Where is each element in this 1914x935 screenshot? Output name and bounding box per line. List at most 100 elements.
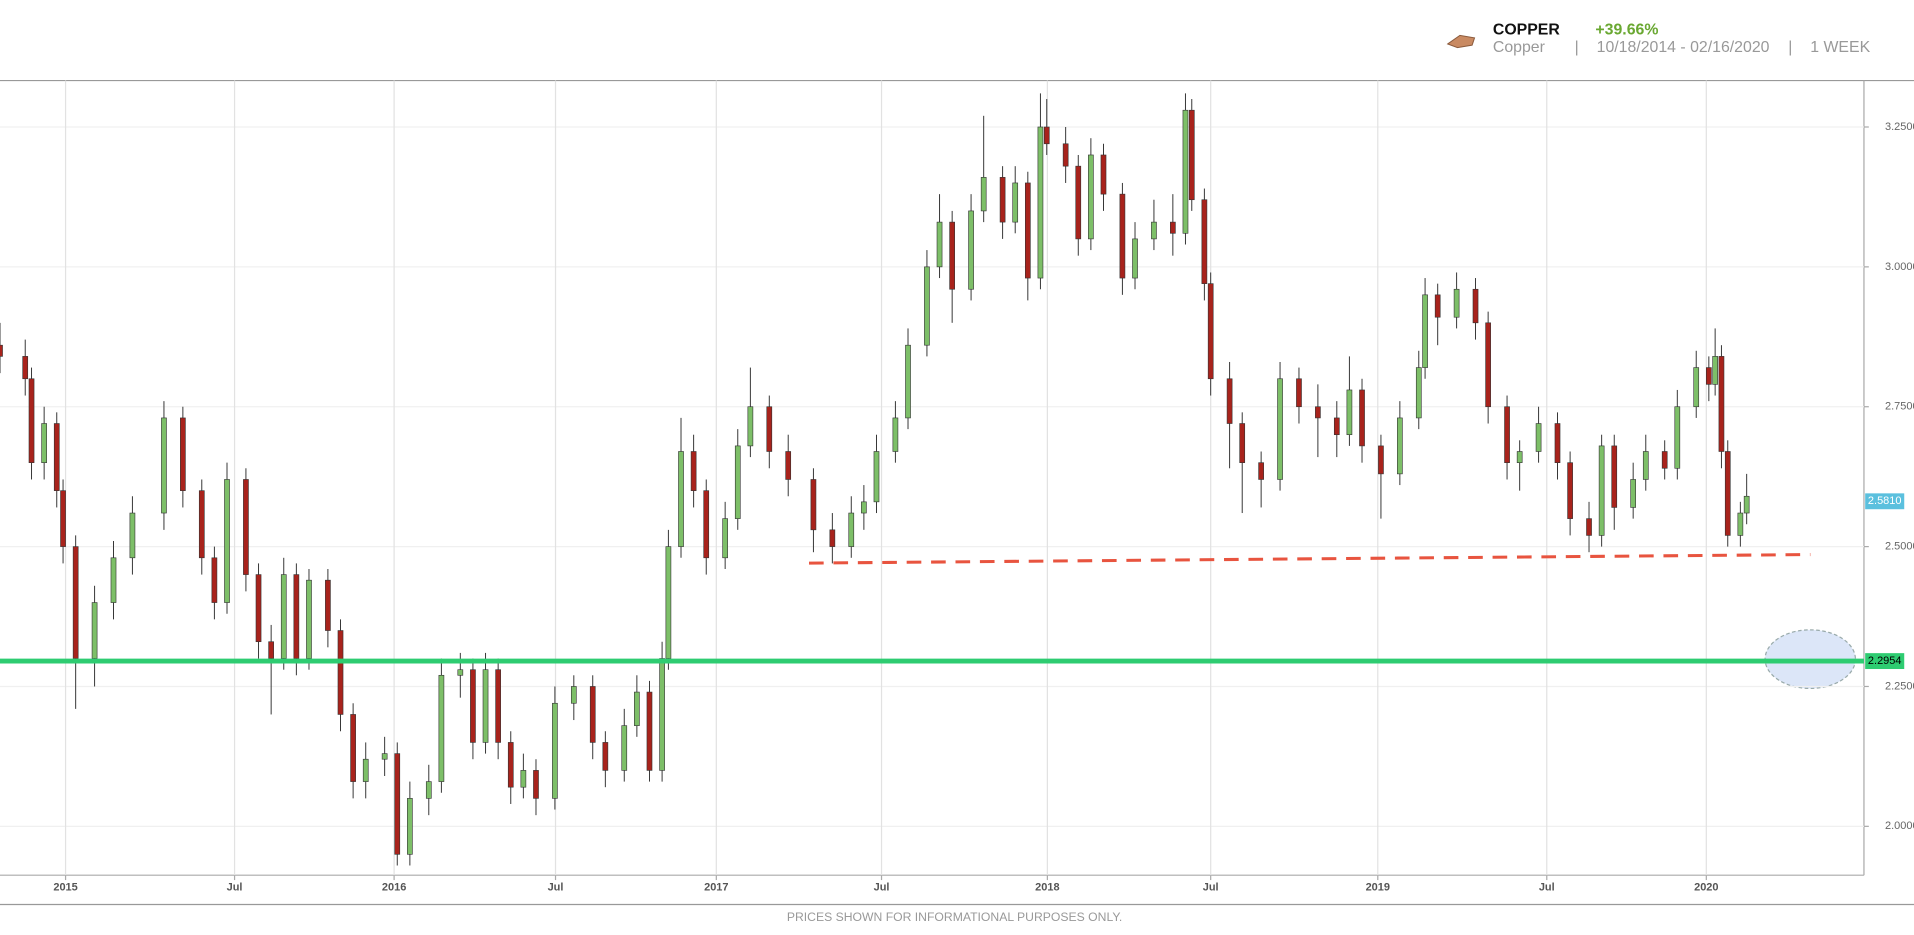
last-price-label: 2.5810	[1868, 495, 1902, 507]
candle-body	[1567, 462, 1573, 519]
x-tick-label: Jul	[227, 881, 243, 893]
candle-body	[999, 177, 1006, 223]
candle-body	[1712, 356, 1718, 385]
candle-body	[1062, 143, 1069, 167]
candle-body	[634, 691, 640, 726]
candle-body	[280, 574, 287, 659]
candle-body	[438, 674, 445, 782]
candle-body	[1535, 423, 1542, 452]
candles	[0, 93, 1750, 866]
candle-body	[1346, 389, 1353, 436]
x-tick-label: 2020	[1694, 881, 1718, 893]
x-tick-label: Jul	[548, 881, 564, 893]
x-tick-label: Jul	[874, 881, 890, 893]
candle-body	[22, 356, 29, 380]
candle-body	[255, 574, 262, 643]
candle-body	[0, 344, 3, 357]
candle-body	[1453, 288, 1460, 318]
candle-body	[91, 602, 98, 659]
candle-body	[1088, 154, 1094, 240]
header-interval: 1 WEEK	[1810, 39, 1870, 56]
candle-body	[520, 770, 527, 788]
candle-body	[690, 451, 697, 491]
y-tick-label: 2.0000	[1885, 820, 1914, 832]
candle-body	[470, 669, 476, 743]
candle-body	[268, 641, 274, 659]
candle-body	[1504, 406, 1510, 463]
candle-body	[337, 630, 344, 715]
candle-body	[407, 798, 413, 855]
candle-body	[1075, 165, 1082, 240]
candle-body	[1182, 109, 1189, 234]
header-subtitle: Copper	[1493, 39, 1546, 56]
candle-body	[1170, 221, 1176, 234]
candle-body	[1315, 406, 1321, 419]
candle-body	[785, 451, 792, 480]
candle-body	[602, 742, 609, 771]
candle-body	[1718, 356, 1725, 452]
candle-body	[905, 344, 911, 419]
candle-body	[1378, 445, 1384, 475]
candle-body	[892, 417, 899, 452]
candle-body	[678, 451, 684, 547]
candle-body	[552, 702, 558, 799]
candle-body	[589, 686, 596, 743]
y-tick-label: 2.7500	[1885, 401, 1914, 413]
candle-body	[495, 669, 501, 743]
candle-body	[1277, 378, 1283, 480]
x-tick-label: 2015	[53, 881, 77, 893]
candle-body	[1611, 445, 1618, 508]
candle-body	[1737, 512, 1744, 536]
candle-body	[1226, 378, 1233, 424]
candle-body	[224, 479, 230, 603]
candle-body	[1207, 283, 1214, 380]
x-tick-label: Jul	[1539, 881, 1555, 893]
candle-body	[1724, 451, 1731, 536]
candle-body	[1132, 238, 1138, 279]
candle-body	[533, 770, 539, 799]
candle-body	[1422, 294, 1428, 368]
candle-body	[747, 406, 754, 447]
candle-body	[198, 490, 205, 559]
candle-body	[507, 742, 514, 788]
x-tick-label: 2019	[1366, 881, 1390, 893]
candle-body	[350, 714, 356, 782]
candle-body	[1630, 479, 1636, 508]
y-tick-label: 3.0000	[1885, 261, 1914, 273]
support-label: 2.2954	[1868, 655, 1902, 667]
candle-body	[1485, 322, 1491, 408]
candle-body	[1642, 451, 1649, 480]
candle-body	[1472, 288, 1479, 324]
icon-shape	[1446, 34, 1476, 49]
candle-body	[482, 669, 489, 743]
candle-body	[1693, 367, 1700, 408]
candle-body	[1743, 495, 1750, 514]
footer-note: PRICES SHOWN FOR INFORMATIONAL PURPOSES …	[787, 910, 1122, 924]
candle-body	[306, 579, 312, 659]
candle-body	[381, 753, 388, 760]
candle-body	[1188, 109, 1195, 201]
candle-body	[394, 753, 401, 855]
candle-body	[722, 518, 728, 559]
candle-body	[1661, 451, 1668, 469]
candle-body	[53, 423, 60, 491]
candle-body	[665, 546, 672, 659]
candle-body	[325, 579, 331, 631]
candle-body	[1258, 462, 1264, 480]
candle-body	[968, 210, 974, 290]
candle-body	[1415, 367, 1422, 419]
support-label-box	[1865, 653, 1905, 670]
candle-body	[703, 490, 710, 559]
header-separator: |	[1788, 39, 1792, 56]
candle-body	[293, 574, 300, 659]
candle-body	[1100, 154, 1107, 195]
candle-body	[766, 406, 773, 452]
candle-body	[1151, 221, 1157, 240]
candle-body	[1012, 182, 1019, 223]
candle-body	[1359, 389, 1365, 447]
candle-body	[949, 221, 955, 290]
candle-body	[570, 686, 577, 704]
candle-body	[848, 512, 855, 547]
